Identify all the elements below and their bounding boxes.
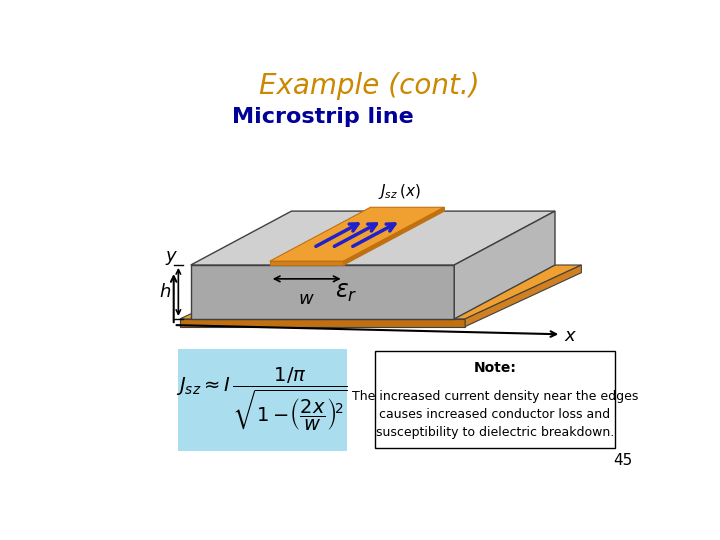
Polygon shape (191, 211, 555, 265)
Text: Example (cont.): Example (cont.) (258, 72, 480, 100)
Text: $J_{sz}\,(x)$: $J_{sz}\,(x)$ (379, 182, 421, 201)
Text: $y$: $y$ (166, 248, 179, 267)
Polygon shape (270, 261, 343, 265)
Text: 45: 45 (613, 453, 632, 468)
Text: $w$: $w$ (298, 289, 315, 308)
FancyBboxPatch shape (179, 349, 346, 450)
FancyBboxPatch shape (375, 351, 615, 448)
Polygon shape (180, 319, 465, 327)
Polygon shape (270, 207, 444, 261)
Text: Note:: Note: (474, 361, 516, 375)
Text: Microstrip line: Microstrip line (232, 107, 413, 127)
Polygon shape (180, 265, 581, 319)
Polygon shape (191, 265, 454, 319)
Text: $h$: $h$ (159, 283, 171, 301)
Text: $x$: $x$ (564, 327, 577, 345)
Text: $J_{sz} \approx I\,\dfrac{1/\pi}{\sqrt{1-\!\left(\dfrac{2x}{w}\right)^{\!2}}}$: $J_{sz} \approx I\,\dfrac{1/\pi}{\sqrt{1… (176, 366, 348, 434)
Text: The increased current density near the edges
causes increased conductor loss and: The increased current density near the e… (352, 390, 638, 438)
Polygon shape (454, 211, 555, 319)
Text: $\varepsilon_r$: $\varepsilon_r$ (335, 280, 357, 304)
Polygon shape (465, 265, 581, 327)
Polygon shape (343, 207, 444, 265)
